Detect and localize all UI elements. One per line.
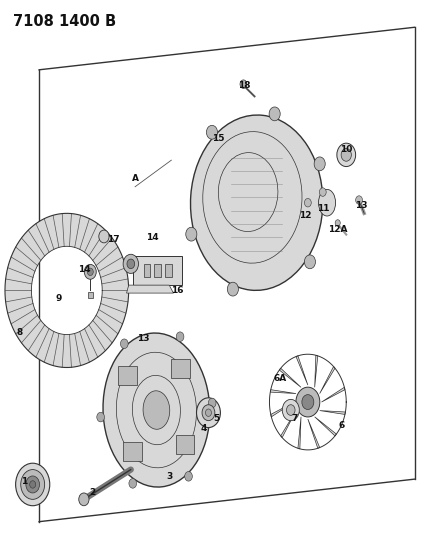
Circle shape xyxy=(282,399,299,421)
Text: 13: 13 xyxy=(137,334,150,343)
Circle shape xyxy=(269,107,280,121)
Text: 8: 8 xyxy=(17,328,23,337)
Polygon shape xyxy=(127,285,173,293)
Text: 11: 11 xyxy=(317,204,329,213)
Polygon shape xyxy=(296,356,308,385)
Circle shape xyxy=(84,264,96,279)
Circle shape xyxy=(335,220,340,226)
Text: 9: 9 xyxy=(55,294,62,303)
Text: 1: 1 xyxy=(21,478,27,486)
Text: 13: 13 xyxy=(355,201,367,210)
Text: 15: 15 xyxy=(212,134,225,143)
Polygon shape xyxy=(123,442,142,461)
Circle shape xyxy=(26,476,39,493)
Text: 17: 17 xyxy=(107,236,120,245)
Circle shape xyxy=(99,230,109,243)
Circle shape xyxy=(337,143,356,166)
Circle shape xyxy=(87,268,93,276)
Circle shape xyxy=(185,472,192,481)
Polygon shape xyxy=(308,419,320,448)
Circle shape xyxy=(202,405,215,421)
Circle shape xyxy=(196,398,220,427)
Circle shape xyxy=(206,125,217,139)
Circle shape xyxy=(120,339,128,349)
Circle shape xyxy=(208,398,216,408)
Polygon shape xyxy=(320,367,335,393)
Circle shape xyxy=(314,157,325,171)
Text: 16: 16 xyxy=(172,286,184,295)
Text: A: A xyxy=(131,174,139,183)
Polygon shape xyxy=(144,264,150,277)
Circle shape xyxy=(21,470,45,499)
Circle shape xyxy=(356,196,363,204)
Polygon shape xyxy=(271,402,294,417)
Polygon shape xyxy=(119,366,137,385)
Polygon shape xyxy=(154,264,161,277)
Circle shape xyxy=(296,387,320,417)
Circle shape xyxy=(127,259,135,269)
Text: 6: 6 xyxy=(339,422,345,431)
Text: 4: 4 xyxy=(200,424,207,433)
Circle shape xyxy=(319,188,326,196)
Ellipse shape xyxy=(318,189,336,216)
Circle shape xyxy=(205,409,211,416)
Text: 5: 5 xyxy=(213,414,219,423)
Circle shape xyxy=(227,282,238,296)
Circle shape xyxy=(304,198,311,207)
Text: 7: 7 xyxy=(292,414,298,423)
Circle shape xyxy=(79,493,89,506)
Circle shape xyxy=(16,463,50,506)
Polygon shape xyxy=(88,292,93,298)
Text: 3: 3 xyxy=(166,472,172,481)
Polygon shape xyxy=(315,417,336,436)
Circle shape xyxy=(341,149,351,161)
Polygon shape xyxy=(279,368,301,387)
Text: 7108 1400 B: 7108 1400 B xyxy=(14,14,116,29)
Ellipse shape xyxy=(190,115,323,290)
Circle shape xyxy=(286,405,295,415)
Polygon shape xyxy=(171,359,190,378)
Text: 12A: 12A xyxy=(328,225,348,234)
Text: 10: 10 xyxy=(340,145,352,154)
Circle shape xyxy=(129,479,137,488)
Polygon shape xyxy=(175,435,194,454)
Polygon shape xyxy=(315,356,318,387)
Ellipse shape xyxy=(143,391,170,429)
Circle shape xyxy=(240,80,247,88)
Circle shape xyxy=(30,481,36,488)
Polygon shape xyxy=(320,410,345,415)
Circle shape xyxy=(186,227,197,241)
Text: 12: 12 xyxy=(300,212,312,221)
Ellipse shape xyxy=(103,333,210,487)
Text: 14: 14 xyxy=(77,265,90,273)
Polygon shape xyxy=(133,256,182,285)
Circle shape xyxy=(176,332,184,342)
Text: 2: 2 xyxy=(89,488,95,497)
Polygon shape xyxy=(298,417,301,449)
Polygon shape xyxy=(281,410,296,438)
Polygon shape xyxy=(270,390,296,393)
Text: 18: 18 xyxy=(238,81,250,90)
Circle shape xyxy=(304,255,315,269)
Polygon shape xyxy=(5,213,129,368)
Text: 14: 14 xyxy=(146,233,158,242)
Polygon shape xyxy=(165,264,172,277)
Polygon shape xyxy=(321,387,345,402)
Circle shape xyxy=(97,413,104,422)
Text: 6A: 6A xyxy=(273,374,287,383)
Circle shape xyxy=(302,394,314,409)
Circle shape xyxy=(123,254,139,273)
